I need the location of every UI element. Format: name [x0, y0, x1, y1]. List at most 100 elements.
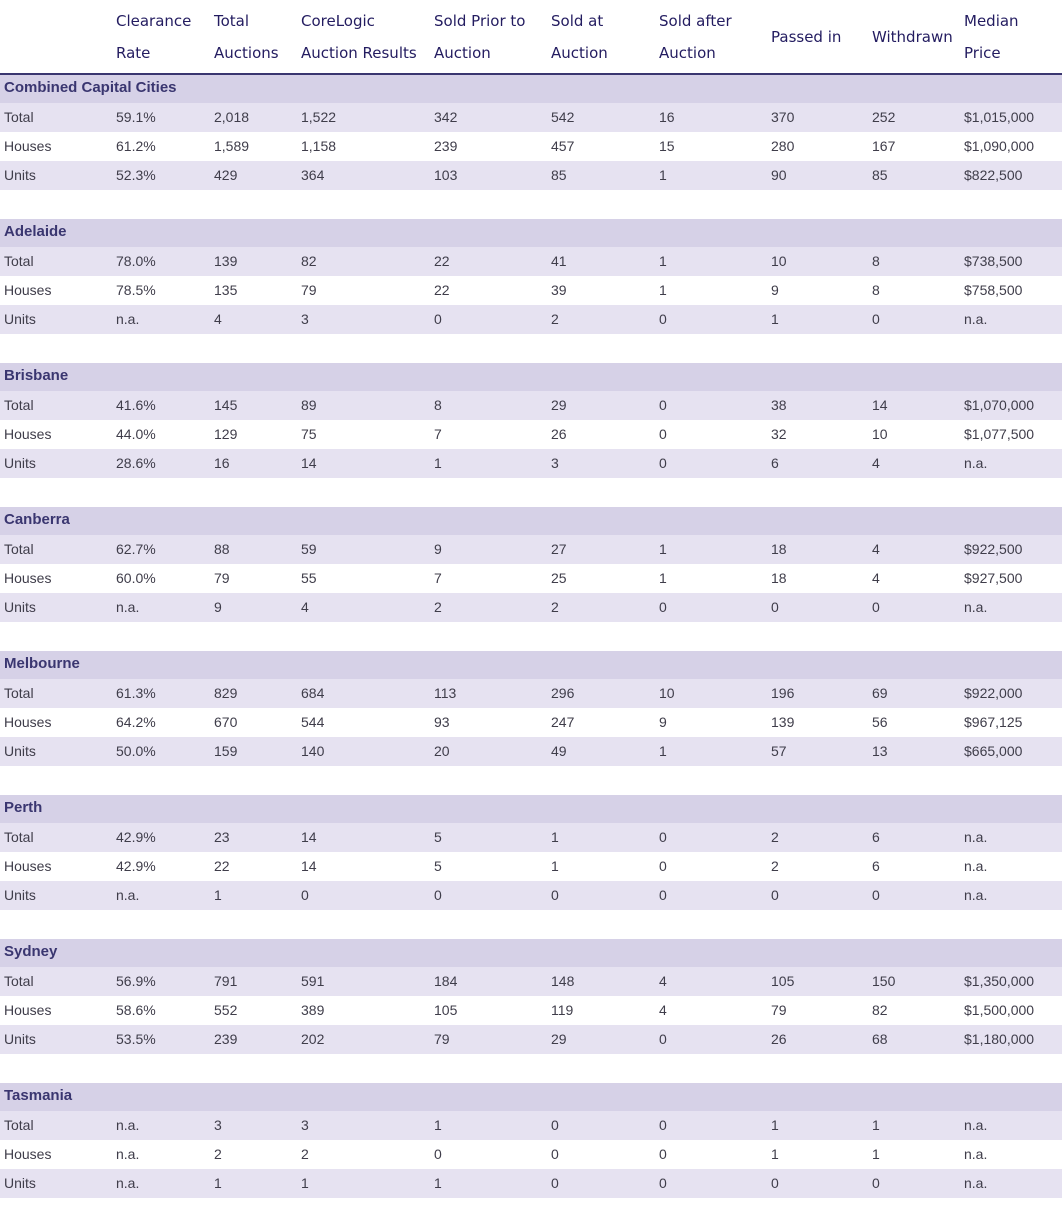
table-cell: 7 [434, 426, 442, 442]
table-cell: 139 [771, 714, 795, 730]
table-cell: 7 [434, 570, 442, 586]
table-cell: 150 [872, 973, 896, 989]
table-cell: 0 [872, 599, 880, 615]
table-cell: 41.6% [116, 397, 156, 413]
table-cell: 1 [434, 455, 442, 471]
section-spacer [0, 910, 1062, 939]
table-cell: 68 [872, 1031, 888, 1047]
table-cell: 0 [659, 397, 667, 413]
table-cell: 25 [551, 570, 567, 586]
table-header: Clearance Rate Total Auctions CoreLogic Au… [0, 0, 1062, 75]
table-cell: 1 [659, 743, 667, 759]
table-row: Units 28.6% 16 14 1 3 0 6 4 n.a. [0, 449, 1062, 478]
row-label: Total [4, 685, 34, 701]
table-cell: 0 [434, 311, 442, 327]
row-label: Total [4, 253, 34, 269]
table-cell: 0 [659, 599, 667, 615]
table-cell: 56.9% [116, 973, 156, 989]
table-cell: 2 [301, 1146, 309, 1162]
table-cell: 5 [434, 858, 442, 874]
table-cell: 552 [214, 1002, 238, 1018]
table-cell: 59.1% [116, 109, 156, 125]
region-name: Perth [4, 799, 43, 816]
table-cell: 0 [551, 1175, 559, 1191]
table-cell: n.a. [116, 1117, 140, 1133]
table-row: Units n.a. 4 3 0 2 0 1 0 n.a. [0, 305, 1062, 334]
table-row: Units 53.5% 239 202 79 29 0 26 68 $1,180,000 [0, 1025, 1062, 1054]
table-cell: 0 [659, 426, 667, 442]
table-cell: 42.9% [116, 858, 156, 874]
table-row: Units 52.3% 429 364 103 85 1 90 85 $822,500 [0, 161, 1062, 190]
table-cell: n.a. [964, 1146, 988, 1162]
table-cell: 1 [872, 1117, 880, 1133]
table-cell: 544 [301, 714, 325, 730]
table-cell: 239 [214, 1031, 238, 1047]
table-row: Total 42.9% 23 14 5 1 0 2 6 n.a. [0, 823, 1062, 852]
table-cell: $927,500 [964, 570, 1023, 586]
table-cell: n.a. [116, 1175, 140, 1191]
table-cell: 4 [659, 973, 667, 989]
table-cell: 6 [872, 858, 880, 874]
table-body: Combined Capital Cities Total 59.1% 2,018 1,… [0, 75, 1062, 1198]
table-cell: 16 [214, 455, 230, 471]
table-cell: $1,500,000 [964, 1002, 1035, 1018]
table-cell: 59 [301, 541, 317, 557]
table-cell: 8 [434, 397, 442, 413]
table-cell: 57 [771, 743, 787, 759]
table-cell: 2 [771, 858, 779, 874]
table-cell: 29 [551, 397, 567, 413]
table-cell: 52.3% [116, 167, 156, 183]
table-cell: 2 [434, 599, 442, 615]
region-name: Brisbane [4, 367, 69, 384]
table-row: Total 62.7% 88 59 9 27 1 18 4 $922,500 [0, 535, 1062, 564]
row-label: Houses [4, 1002, 52, 1018]
table-cell: 0 [659, 1175, 667, 1191]
table-cell: 0 [301, 887, 309, 903]
table-cell: 119 [551, 1002, 574, 1018]
table-cell: 3 [301, 1117, 309, 1133]
table-cell: 2 [771, 829, 779, 845]
table-cell: 1 [659, 282, 667, 298]
table-cell: $665,000 [964, 743, 1023, 759]
table-cell: 79 [214, 570, 230, 586]
table-cell: 1 [434, 1117, 442, 1133]
table-cell: n.a. [964, 887, 988, 903]
column-header-6: Sold after Auction [659, 11, 732, 62]
table-cell: 18 [771, 541, 787, 557]
table-cell: 0 [659, 311, 667, 327]
table-cell: 184 [434, 973, 458, 989]
region-header: Perth [0, 795, 1062, 823]
table-cell: 280 [771, 138, 795, 154]
table-cell: 26 [551, 426, 567, 442]
table-row: Total 61.3% 829 684 113 296 10 196 69 $922,000 [0, 679, 1062, 708]
table-cell: n.a. [116, 887, 140, 903]
table-cell: $1,077,500 [964, 426, 1035, 442]
table-cell: 2 [551, 311, 559, 327]
table-cell: 90 [771, 167, 787, 183]
table-cell: 1 [214, 887, 222, 903]
table-cell: 3 [214, 1117, 222, 1133]
section-spacer [0, 334, 1062, 363]
column-header-4: Sold Prior to Auction [434, 11, 526, 62]
table-cell: 1 [659, 570, 667, 586]
table-cell: 105 [434, 1002, 458, 1018]
row-label: Total [4, 109, 34, 125]
row-label: Units [4, 455, 36, 471]
region-name: Canberra [4, 511, 70, 528]
row-label: Units [4, 311, 36, 327]
table-cell: 4 [872, 455, 880, 471]
table-cell: n.a. [964, 599, 988, 615]
table-cell: 202 [301, 1031, 325, 1047]
region-name: Melbourne [4, 655, 80, 672]
table-cell: 148 [551, 973, 575, 989]
table-cell: 14 [301, 829, 317, 845]
table-cell: 20 [434, 743, 450, 759]
region-header: Combined Capital Cities [0, 75, 1062, 103]
table-cell: 0 [434, 1146, 442, 1162]
table-cell: 44.0% [116, 426, 156, 442]
section-spacer [0, 766, 1062, 795]
table-cell: 79 [434, 1031, 450, 1047]
row-label: Units [4, 743, 36, 759]
table-cell: 78.5% [116, 282, 156, 298]
